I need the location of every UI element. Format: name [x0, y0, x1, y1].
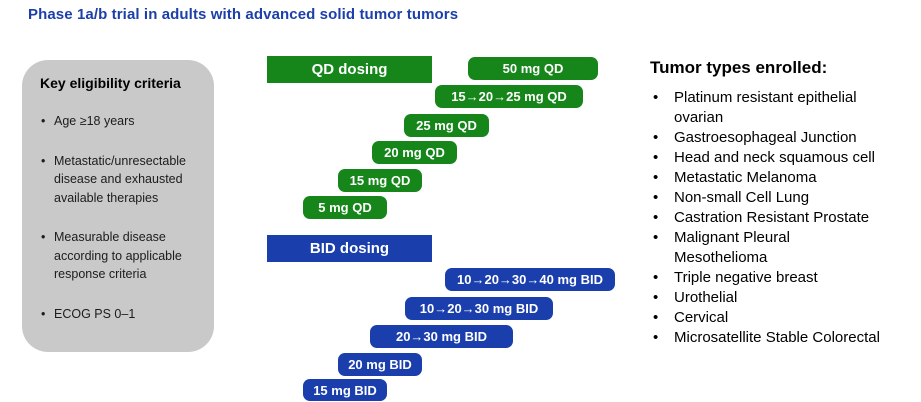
dose-bar-qd-15mg: 15 mg QD [338, 169, 422, 192]
dose-bar-qd-25mg: 25 mg QD [404, 114, 489, 137]
tumor-types-panel: Tumor types enrolled: Platinum resistant… [650, 58, 912, 348]
tumor-type-item: Malignant Pleural Mesothelioma [650, 228, 886, 268]
dose-bar-bid-10-20-30-40mg: 10→20→30→40 mg BID [445, 268, 615, 291]
eligibility-item: Metastatic/unresectable disease and exha… [40, 152, 200, 208]
dose-bar-bid-20-30mg: 20→30 mg BID [370, 325, 513, 348]
dose-bar-qd-15-20-25mg: 15→20→25 mg QD [435, 85, 583, 108]
tumor-type-item: Triple negative breast [650, 268, 886, 288]
tumor-type-item: Metastatic Melanoma [650, 168, 886, 188]
tumor-type-item: Castration Resistant Prostate [650, 208, 886, 228]
tumor-types-list: Platinum resistant epithelial ovarian Ga… [650, 88, 912, 348]
eligibility-item: Measurable disease according to applicab… [40, 228, 200, 284]
qd-dosing-header: QD dosing [267, 56, 432, 83]
tumor-type-item: Microsatellite Stable Colorectal [650, 328, 886, 348]
tumor-type-item: Cervical [650, 308, 886, 328]
dose-bar-bid-15mg: 15 mg BID [303, 379, 387, 401]
dose-bar-qd-20mg: 20 mg QD [372, 141, 457, 164]
dose-bar-bid-20mg: 20 mg BID [338, 353, 422, 376]
tumor-type-item: Non-small Cell Lung [650, 188, 886, 208]
eligibility-item: ECOG PS 0–1 [40, 305, 200, 324]
bid-dosing-header: BID dosing [267, 235, 432, 262]
slide-title: Phase 1a/b trial in adults with advanced… [28, 6, 459, 23]
dose-bar-qd-50mg: 50 mg QD [468, 57, 598, 80]
eligibility-panel: Key eligibility criteria Age ≥18 years M… [22, 60, 214, 352]
tumor-type-item: Urothelial [650, 288, 886, 308]
tumor-types-heading: Tumor types enrolled: [650, 58, 828, 77]
tumor-type-item: Head and neck squamous cell [650, 148, 886, 168]
eligibility-heading: Key eligibility criteria [40, 75, 181, 91]
tumor-type-item: Gastroesophageal Junction [650, 128, 886, 148]
eligibility-item: Age ≥18 years [40, 112, 200, 131]
dose-bar-bid-10-20-30mg: 10→20→30 mg BID [405, 297, 553, 320]
tumor-type-item: Platinum resistant epithelial ovarian [650, 88, 886, 128]
dose-bar-qd-5mg: 5 mg QD [303, 196, 387, 219]
eligibility-list: Age ≥18 years Metastatic/unresectable di… [40, 112, 200, 323]
